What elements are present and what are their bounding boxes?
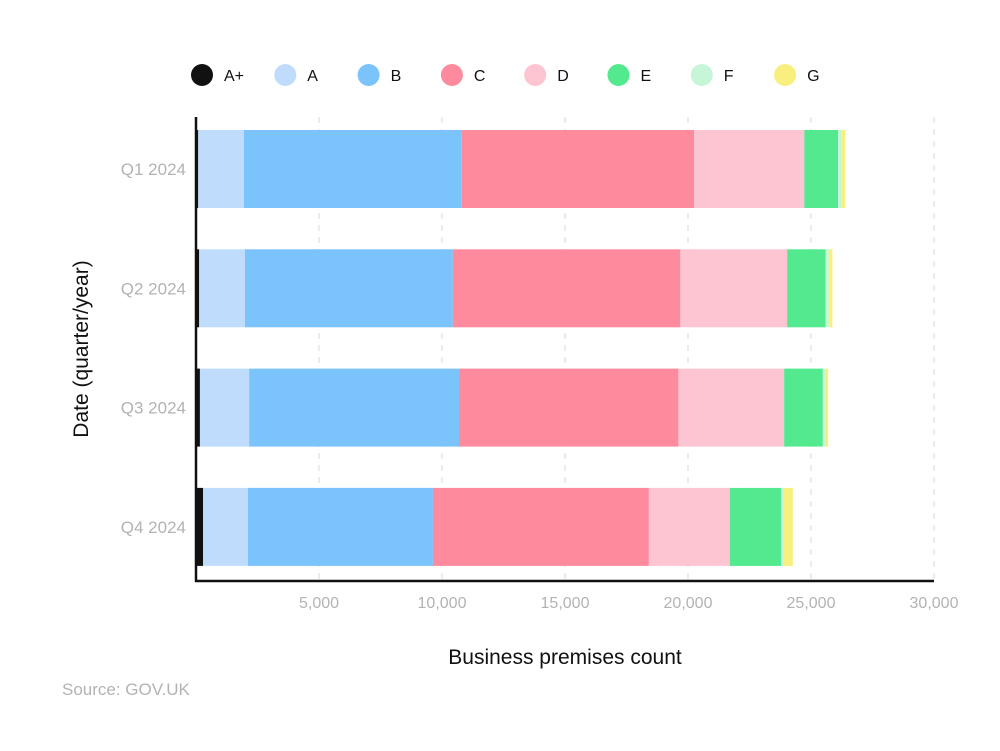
legend-swatch	[607, 64, 630, 86]
bar-segment	[825, 249, 829, 328]
bar-segment	[822, 368, 826, 447]
y-axis-title: Date (quarter/year)	[70, 260, 93, 437]
bar-segment	[680, 249, 788, 328]
bar-segment	[828, 249, 833, 328]
axes	[194, 117, 934, 583]
bar-segment	[203, 487, 248, 566]
legend-label: C	[474, 68, 486, 85]
legend-swatch	[274, 64, 297, 86]
bar-segment	[825, 368, 829, 447]
legend-label: A	[307, 68, 318, 85]
bar-segment	[452, 249, 681, 328]
source-note: Source: GOV.UK	[62, 680, 190, 699]
bar-segment	[198, 130, 244, 208]
legend-label: B	[391, 68, 402, 85]
x-tick-label: 15,000	[541, 595, 590, 612]
bar-segment	[729, 487, 781, 566]
legend-swatch	[440, 64, 463, 86]
legend-swatch	[357, 64, 380, 86]
bar-segment	[780, 487, 784, 566]
bar-segment	[678, 368, 785, 447]
bar-segment	[244, 249, 453, 328]
legend: A+ A B C D E F G	[191, 64, 820, 86]
bar-segment	[196, 249, 200, 328]
bar-segment	[694, 130, 805, 208]
y-tick-label: Q4 2024	[121, 518, 186, 537]
legend-label: D	[557, 68, 569, 85]
bars	[196, 130, 846, 566]
x-tick-label: 30,000	[910, 595, 959, 612]
legend-label: F	[724, 68, 734, 85]
x-axis-title: Business premises count	[448, 646, 682, 669]
bar-segment	[841, 130, 846, 208]
legend-swatch	[191, 64, 213, 86]
x-tick-label: 25,000	[787, 595, 836, 612]
legend-label: A+	[224, 68, 244, 85]
bar-segment	[838, 130, 842, 208]
legend-swatch	[774, 64, 797, 86]
bar-segment	[247, 487, 433, 566]
legend-label: E	[641, 68, 652, 85]
bar-segment	[196, 487, 204, 566]
bar-segment	[784, 368, 823, 447]
bar-segment	[199, 368, 250, 447]
x-tick-label: 5,000	[299, 595, 339, 612]
bar-segment	[196, 368, 200, 447]
x-tick-label: 10,000	[418, 595, 467, 612]
y-tick-label: Q3 2024	[121, 399, 186, 418]
bar-segment	[804, 130, 839, 208]
bar-segment	[783, 487, 793, 566]
bar-segment	[199, 249, 245, 328]
bar-segment	[243, 130, 462, 208]
legend-swatch	[690, 64, 713, 86]
y-tick-label: Q1 2024	[121, 160, 186, 179]
legend-label: G	[807, 68, 819, 85]
bar-segment	[461, 130, 695, 208]
legend-swatch	[524, 64, 547, 86]
bar-segment	[787, 249, 826, 328]
bar-segment	[648, 487, 730, 566]
axis-labels: 5,000 10,000 15,000 20,000 25,000 30,000 Q1 20…	[70, 160, 959, 669]
bar-segment	[432, 487, 649, 566]
x-tick-label: 20,000	[664, 595, 713, 612]
bar-segment	[458, 368, 679, 447]
y-tick-label: Q2 2024	[121, 279, 186, 298]
bar-segment	[249, 368, 459, 447]
